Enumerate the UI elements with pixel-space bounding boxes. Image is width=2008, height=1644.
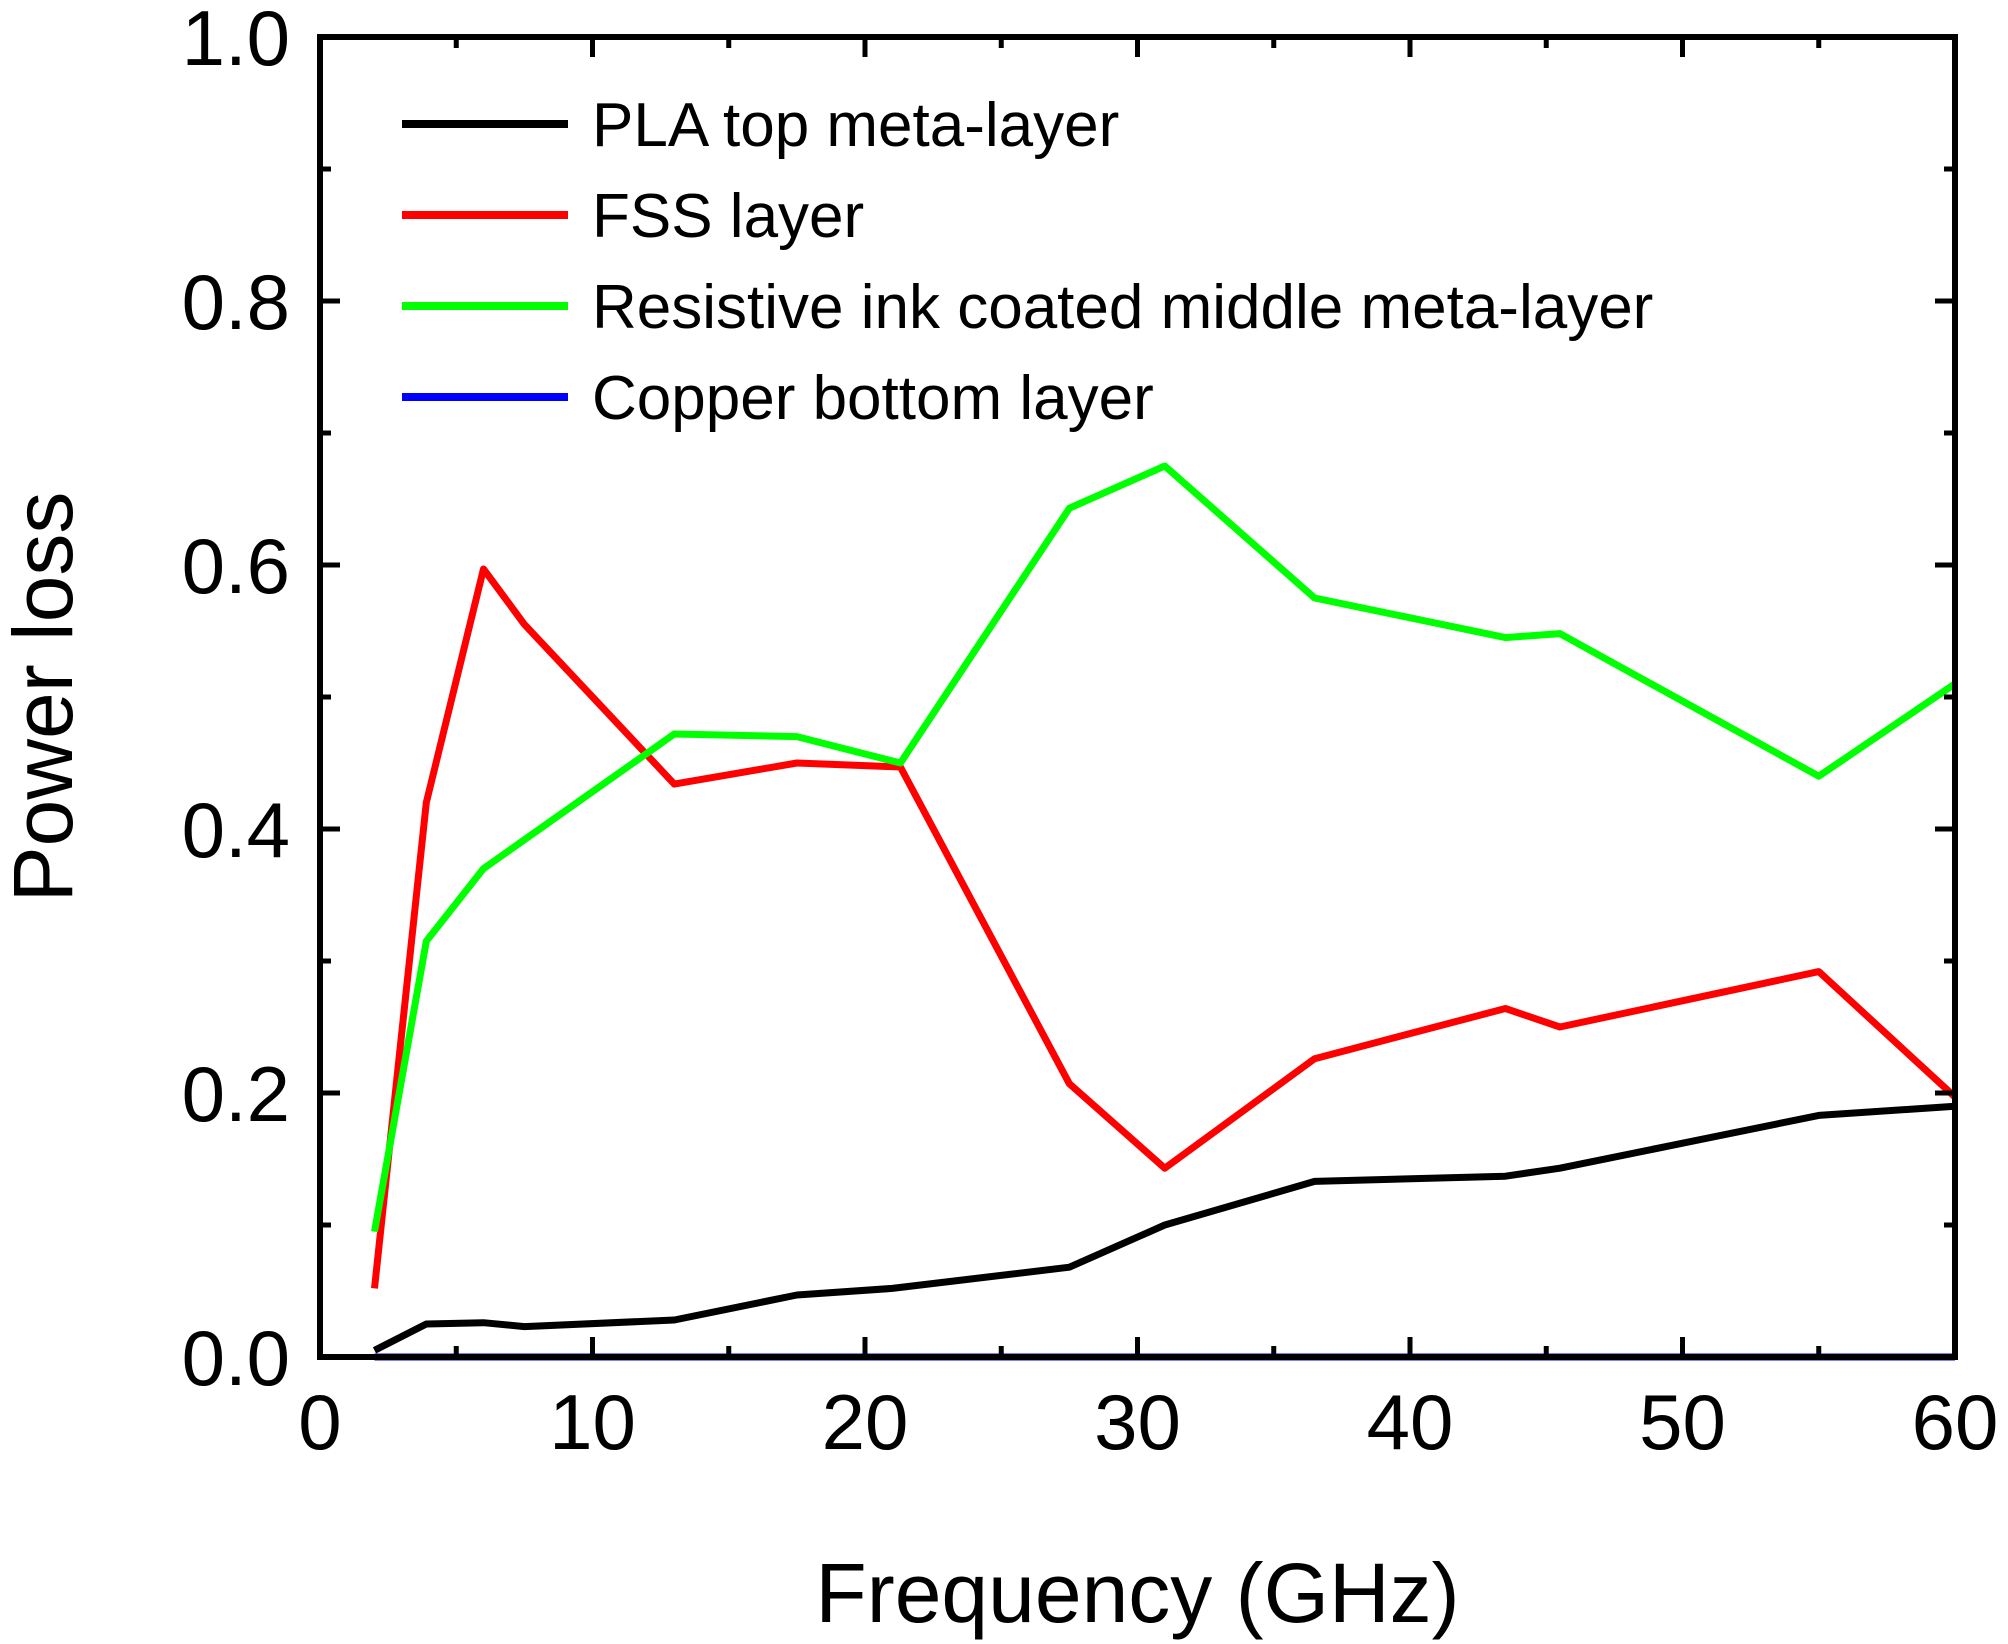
x-tick-label: 0 bbox=[298, 1378, 341, 1466]
x-tick-label: 50 bbox=[1639, 1378, 1726, 1466]
legend-label: Resistive ink coated middle meta-layer bbox=[592, 273, 1653, 342]
y-tick-label: 0.0 bbox=[182, 1314, 290, 1402]
x-tick-labels: 0 10 20 30 40 50 60 bbox=[298, 1378, 1998, 1466]
y-tick-labels: 0.0 0.2 0.4 0.6 0.8 1.0 bbox=[182, 0, 290, 1402]
x-axis-title: Frequency (GHz) bbox=[815, 1546, 1459, 1640]
x-tick-label: 60 bbox=[1912, 1378, 1999, 1466]
axis-ticks bbox=[317, 34, 1958, 1360]
x-tick-label: 30 bbox=[1094, 1378, 1181, 1466]
legend: PLA top meta-layer FSS layer Resistive ink… bbox=[402, 91, 1653, 433]
series-line-pla-top-meta-layer bbox=[372, 1102, 1956, 1354]
y-tick-label: 1.0 bbox=[182, 0, 290, 82]
series-layer bbox=[371, 462, 1958, 1361]
plot-frame bbox=[317, 34, 1958, 1360]
legend-label: Copper bottom layer bbox=[592, 364, 1154, 433]
y-tick-label: 0.6 bbox=[182, 522, 290, 610]
y-tick-label: 0.4 bbox=[182, 786, 290, 874]
x-tick-label: 40 bbox=[1367, 1378, 1454, 1466]
series-line-fss-layer bbox=[371, 565, 1958, 1289]
x-tick-label: 20 bbox=[822, 1378, 909, 1466]
y-tick-label: 0.2 bbox=[182, 1050, 290, 1138]
legend-label: FSS layer bbox=[592, 182, 864, 251]
series-line-resistive-ink-coated-middle-meta-layer bbox=[371, 462, 1957, 1233]
legend-label: PLA top meta-layer bbox=[592, 91, 1119, 160]
y-axis-title: Power loss bbox=[0, 492, 90, 903]
x-tick-label: 10 bbox=[549, 1378, 636, 1466]
y-tick-label: 0.8 bbox=[182, 258, 290, 346]
